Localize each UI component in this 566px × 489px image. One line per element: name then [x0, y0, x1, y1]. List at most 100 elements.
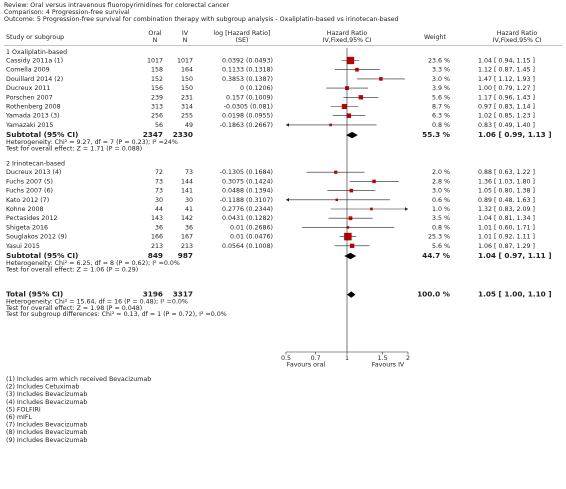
study-name: Cassidy 2011a (1)	[6, 58, 63, 65]
ci-label: 1.17 [ 0.96, 1.43 ]	[478, 94, 535, 101]
column-header: log [Hazard Ratio]	[214, 30, 271, 37]
footnote: (8) Includes Bevacizumab	[6, 429, 87, 436]
log-hr-se: 0.2776 (0.2344)	[222, 206, 273, 213]
pooled-diamond	[346, 131, 358, 139]
ci-label: 1.02 [ 0.85, 1.23 ]	[478, 113, 535, 120]
oral-n: 143	[151, 215, 163, 222]
log-hr-se: 0.0488 (0.1394)	[222, 188, 273, 195]
ci-label: 1.05 [ 0.80, 1.38 ]	[478, 188, 535, 195]
log-hr-se: 0.0431 (0.1282)	[222, 215, 273, 222]
weight: 0.8 %	[432, 224, 450, 231]
hr-square	[334, 170, 338, 174]
iv-n: 1017	[177, 58, 193, 65]
hr-square	[348, 216, 353, 221]
ci-label: 1.06 [ 0.87, 1.29 ]	[478, 243, 535, 250]
ci-arrow	[286, 198, 289, 202]
weight: 8.7 %	[432, 104, 450, 111]
iv-n: 255	[181, 113, 193, 120]
hr-square	[349, 243, 355, 248]
weight: 2.8 %	[432, 178, 450, 185]
iv-n: 167	[181, 234, 193, 241]
study-name: Kato 2012 (7)	[6, 197, 49, 204]
iv-n: 314	[181, 104, 193, 111]
x-tick-label: 1.5	[378, 355, 388, 362]
log-hr-se: 0.0564 (0.1008)	[222, 243, 273, 250]
ci-label: 1.01 [ 0.60, 1.71 ]	[478, 224, 535, 231]
iv-n: 987	[178, 251, 193, 260]
iv-n: 73	[185, 169, 193, 176]
iv-n: 142	[181, 215, 193, 222]
iv-n: 30	[185, 197, 193, 204]
column-header: Oral	[148, 30, 161, 37]
footnote: (6) mIFL	[6, 414, 33, 421]
log-hr-se: 0.3853 (0.1387)	[222, 76, 273, 83]
study-name: Yasui 2015	[5, 243, 40, 250]
group-note: Test for overall effect: Z = 1.71 (P = 0…	[5, 145, 142, 152]
oral-n: 213	[151, 243, 163, 250]
column-header: N	[153, 37, 158, 44]
oral-n: 2347	[143, 130, 163, 139]
hr-square	[346, 226, 350, 229]
iv-n: 150	[181, 76, 193, 83]
ci-label: 1.05 [ 1.00, 1.10 ]	[478, 290, 552, 299]
hr-square	[329, 123, 332, 127]
oral-n: 166	[151, 234, 163, 241]
header-line: Comparison: 4 Progression-free survival	[4, 9, 130, 16]
ci-arrow	[405, 207, 408, 211]
oral-n: 73	[155, 188, 163, 195]
ci-label: 0.89 [ 0.48, 1.63 ]	[478, 197, 535, 204]
log-hr-se: -0.0305 (0.081)	[224, 104, 273, 111]
log-hr-se: 0.0198 (0.0955)	[222, 113, 273, 120]
weight: 100.0 %	[417, 290, 451, 299]
study-name: Subtotal (95% CI)	[6, 130, 78, 139]
group-note: Heterogeneity: Chi² = 9.27, df = 7 (P = …	[6, 139, 178, 146]
study-name: Ducreux 2013 (4)	[6, 169, 61, 176]
oral-n: 152	[151, 76, 163, 83]
ci-label: 1.36 [ 1.03, 1.80 ]	[478, 178, 535, 185]
log-hr-se: 0 (0.1206)	[240, 85, 273, 92]
iv-n: 213	[181, 243, 193, 250]
log-hr-se: -0.1305 (0.1684)	[220, 169, 273, 176]
study-name: Kohne 2008	[6, 206, 44, 213]
study-name: Douillard 2014 (2)	[6, 76, 63, 83]
footnote: (2) Includes Cetuximab	[6, 384, 79, 391]
oral-n: 36	[155, 224, 163, 231]
hr-square	[346, 113, 351, 118]
study-name: Fuchs 2007 (5)	[6, 178, 53, 185]
footnote: (7) Includes Bevacizumab	[6, 422, 87, 429]
ci-label: 1.04 [ 0.94, 1.15 ]	[478, 58, 535, 65]
header-line: Review: Oral versus intravenous fluoropy…	[4, 2, 230, 9]
ci-label: 1.32 [ 0.83, 2.09 ]	[478, 206, 535, 213]
ci-label: 1.04 [ 0.81, 1.34 ]	[478, 215, 535, 222]
ci-label: 0.83 [ 0.49, 1.40 ]	[478, 122, 535, 129]
x-tick-label: 2	[406, 355, 410, 362]
ci-label: 0.97 [ 0.83, 1.14 ]	[478, 104, 535, 111]
ci-label: 1.47 [ 1.12, 1.93 ]	[478, 76, 535, 83]
footnote: (1) Includes arm which received Bevacizu…	[6, 376, 151, 383]
hr-square	[355, 67, 359, 72]
oral-n: 849	[148, 251, 163, 260]
column-header: N	[183, 37, 188, 44]
oral-n: 44	[155, 206, 163, 213]
oral-n: 72	[155, 169, 163, 176]
column-header: IV	[182, 30, 189, 37]
footnote: (5) FOLFIRI	[6, 406, 41, 413]
weight: 25.3 %	[428, 234, 450, 241]
ci-label: 0.88 [ 0.63, 1.22 ]	[478, 169, 535, 176]
x-tick-label: 1	[345, 355, 349, 362]
iv-n: 141	[181, 188, 193, 195]
iv-n: 164	[181, 67, 193, 74]
column-header: IV,Fixed,95% CI	[323, 37, 372, 44]
group-title: 1 Oxaliplatin-based	[6, 49, 67, 56]
weight: 1.0 %	[432, 206, 450, 213]
study-name: Comella 2009	[6, 67, 50, 74]
column-header: Study or subgroup	[6, 34, 64, 41]
iv-n: 144	[181, 178, 193, 185]
total-note: Heterogeneity: Chi² = 15.64, df = 16 (P …	[6, 299, 188, 306]
study-name: Rothenberg 2008	[6, 104, 61, 111]
oral-n: 158	[151, 67, 163, 74]
ci-label: 1.12 [ 0.87, 1.45 ]	[478, 67, 535, 74]
weight: 5.6 %	[432, 94, 450, 101]
group-note: Test for overall effect: Z = 1.06 (P = 0…	[5, 266, 138, 273]
